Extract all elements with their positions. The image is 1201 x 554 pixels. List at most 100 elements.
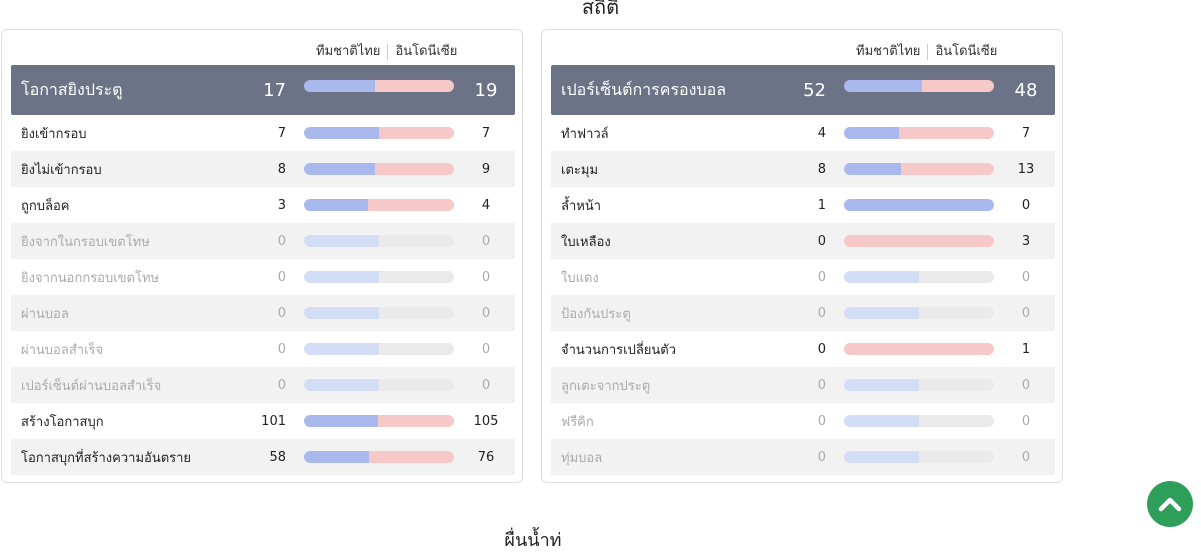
stat-label: เตะมุม [561,162,599,178]
stat-label: ยิงจากในกรอบเขตโทษ [21,234,150,250]
comparison-bar [844,343,994,355]
stats-panel-discipline: ทีมชาติไทย อินโดนีเซีย เปอร์เซ็นต์การครอ… [541,29,1063,483]
legend-team-left: ทีมชาติไทย [316,44,381,59]
bar-fill-left [304,451,369,463]
stat-row: สร้างโอกาสบุก 101 105 [11,403,515,439]
stat-row: ยิงจากนอกกรอบเขตโทษ 0 0 [11,259,515,295]
bar-fill-left [844,199,994,211]
comparison-bar [304,199,454,211]
stat-value-right: 4 [481,197,491,213]
stat-value-left: 7 [277,125,286,141]
stat-label: ป้องกันประตู [561,306,631,322]
stat-row: ใบเหลือง 0 3 [551,223,1055,259]
stat-row: เตะมุม 8 13 [551,151,1055,187]
bar-fill-right [898,127,994,139]
stat-row: ยิงจากในกรอบเขตโทษ 0 0 [11,223,515,259]
bar-fill-right [374,80,454,92]
stat-row: โอกาสบุกที่สร้างความอันตราย 58 76 [11,439,515,475]
bar-fill-right [844,235,994,247]
legend-divider [387,44,389,60]
stat-value-left: 1 [817,197,826,213]
comparison-bar [304,307,454,319]
stat-row: เปอร์เซ็นต์ผ่านบอลสำเร็จ 0 0 [11,367,515,403]
next-section-title: ผื่นน้ำท่ [504,530,562,551]
comparison-bar [844,415,994,427]
bar-fill-right [919,271,994,283]
stat-value-left: 0 [817,413,826,429]
stat-value-left: 101 [261,413,286,429]
stat-value-left: 17 [263,79,286,101]
stat-label: ทำฟาวล์ [561,126,609,142]
bar-fill-left [304,80,375,92]
stat-label: เปอร์เซ็นต์การครองบอล [561,79,727,99]
stat-label: จำนวนการเปลี่ยนตัว [561,342,677,358]
bar-fill-right [379,235,454,247]
legend-team-left: ทีมชาติไทย [856,44,921,59]
stat-value-right: 0 [481,269,491,285]
stats-title: สถิติ [581,0,620,19]
stat-value-right: 7 [1021,125,1031,141]
stat-label: โอกาสยิงประตู [21,79,123,99]
stat-label: ทุ่มบอล [561,450,603,466]
stat-value-left: 0 [277,269,286,285]
stat-value-right: 0 [1021,449,1031,465]
bar-fill-left [304,271,379,283]
stat-value-right: 76 [477,449,495,465]
bar-fill-right [919,415,994,427]
stat-value-left: 0 [277,305,286,321]
stat-value-left: 0 [817,269,826,285]
stat-label: ฟรีคิก [561,414,594,430]
stat-row: ยิงเข้ากรอบ 7 7 [11,115,515,151]
bar-fill-right [368,199,454,211]
stat-value-left: 0 [817,305,826,321]
stat-row: ผ่านบอล 0 0 [11,295,515,331]
comparison-bar [844,271,994,283]
comparison-bar [844,127,994,139]
stat-value-right: 105 [473,413,499,429]
stat-value-right: 7 [481,125,491,141]
comparison-bar [844,379,994,391]
stat-row: ล้ำหน้า 1 0 [551,187,1055,223]
stat-value-left: 0 [277,233,286,249]
comparison-bar [304,451,454,463]
bar-fill-left [304,199,369,211]
comparison-bar [844,235,994,247]
stat-value-left: 4 [817,125,826,141]
bar-fill-right [901,163,994,175]
bar-fill-right [379,307,454,319]
stat-value-left: 0 [817,233,826,249]
stat-rows: โอกาสยิงประตู 17 19 ยิงเข้ากรอบ 7 7 ยิงไม่เข้า… [11,65,515,475]
stat-row: ถูกบล็อค 3 4 [11,187,515,223]
stat-value-left: 58 [269,449,286,465]
stat-value-right: 0 [1021,305,1031,321]
stat-row: ลูกเตะจากประตู 0 0 [551,367,1055,403]
comparison-bar [304,343,454,355]
comparison-bar [304,80,454,92]
stat-label: ยิงไม่เข้ากรอบ [21,162,102,178]
stat-value-left: 0 [277,341,286,357]
comparison-bar [304,415,454,427]
stats-panel-attack: ทีมชาติไทย อินโดนีเซีย โอกาสยิงประตู 17 19… [1,29,523,483]
stat-value-left: 0 [817,377,826,393]
scroll-to-top-button[interactable] [1147,481,1193,527]
bar-fill-right [368,451,454,463]
bar-fill-right [844,343,994,355]
stat-label: เปอร์เซ็นต์ผ่านบอลสำเร็จ [21,378,162,394]
stat-label: สร้างโอกาสบุก [21,414,104,430]
stat-value-right: 48 [1014,79,1038,101]
stat-label: โอกาสบุกที่สร้างความอันตราย [21,450,192,466]
stat-row: ใบแดง 0 0 [551,259,1055,295]
legend-divider [927,44,929,60]
stat-label: ลูกเตะจากประตู [561,378,651,394]
bar-fill-left [844,127,899,139]
bar-fill-left [844,451,919,463]
bar-fill-left [844,415,919,427]
bar-fill-left [304,163,375,175]
bar-fill-left [304,343,379,355]
team-legend: ทีมชาติไทย อินโดนีเซีย [316,42,457,62]
stat-label: ผ่านบอลสำเร็จ [21,342,104,358]
stat-value-right: 3 [1021,233,1031,249]
comparison-bar [304,271,454,283]
bar-fill-left [844,379,919,391]
stat-value-right: 0 [1021,197,1031,213]
